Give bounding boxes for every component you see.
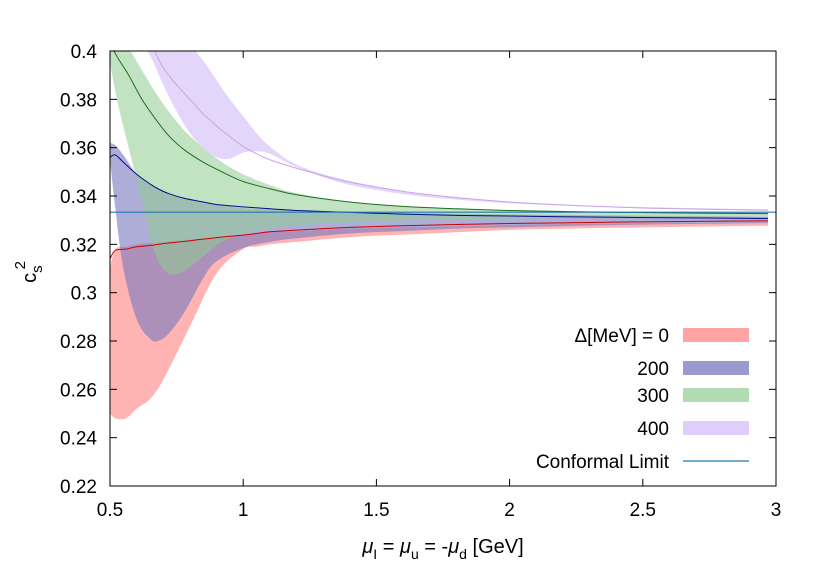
y-tick-label: 0.26 (60, 380, 97, 401)
legend-swatch (683, 421, 749, 435)
legend-label: Conformal Limit (536, 452, 670, 473)
center-line-series-0 (110, 220, 769, 260)
legend-swatch (683, 328, 749, 342)
band-layer (110, 51, 769, 420)
y-tick-label: 0.34 (60, 187, 97, 208)
legend-swatch (683, 361, 749, 375)
legend-label: 300 (637, 386, 669, 407)
tick-layer: 0.5 1 1.5 2 2.5 3 0.22 0.24 0.26 0.28 0.3 0.32 0.34 0… (60, 42, 781, 521)
y-tick-label: 0.28 (60, 332, 97, 353)
plot-frame (109, 50, 777, 487)
x-tick-label: 1 (238, 500, 249, 521)
x-axis-label: μI = μu = -μd [GeV] (361, 536, 523, 562)
center-line-series-1 (110, 154, 769, 219)
legend: Δ[MeV] = 0 200 300 400 Conformal Limit (536, 326, 749, 473)
x-tick-label: 2.5 (630, 500, 656, 521)
y-tick-label: 0.4 (71, 42, 98, 63)
legend-swatch (683, 388, 749, 402)
y-tick-label: 0.38 (60, 90, 97, 111)
y-tick-label: 0.22 (60, 477, 97, 498)
y-axis-label: cs2 (12, 261, 46, 283)
line-layer (110, 51, 776, 260)
y-tick-label: 0.36 (60, 139, 97, 160)
x-tick-label: 1.5 (363, 500, 389, 521)
x-tick-label: 2 (504, 500, 515, 521)
x-axis-label-text: μI = μu = -μd [GeV] (361, 536, 523, 562)
y-tick-label: 0.24 (60, 429, 97, 450)
legend-label: Δ[MeV] = 0 (574, 326, 669, 347)
legend-label: 400 (637, 419, 669, 440)
center-line-series-2 (113, 51, 769, 215)
x-tick-label: 3 (771, 500, 782, 521)
center-line-series-3 (153, 51, 769, 211)
x-tick-label: 0.5 (97, 500, 123, 521)
y-tick-label: 0.32 (60, 235, 97, 256)
y-tick-label: 0.3 (71, 284, 97, 305)
legend-label: 200 (637, 359, 669, 380)
y-axis-label-text: cs2 (12, 261, 46, 283)
band-series-2 (110, 51, 769, 275)
band-series-1 (110, 142, 769, 342)
